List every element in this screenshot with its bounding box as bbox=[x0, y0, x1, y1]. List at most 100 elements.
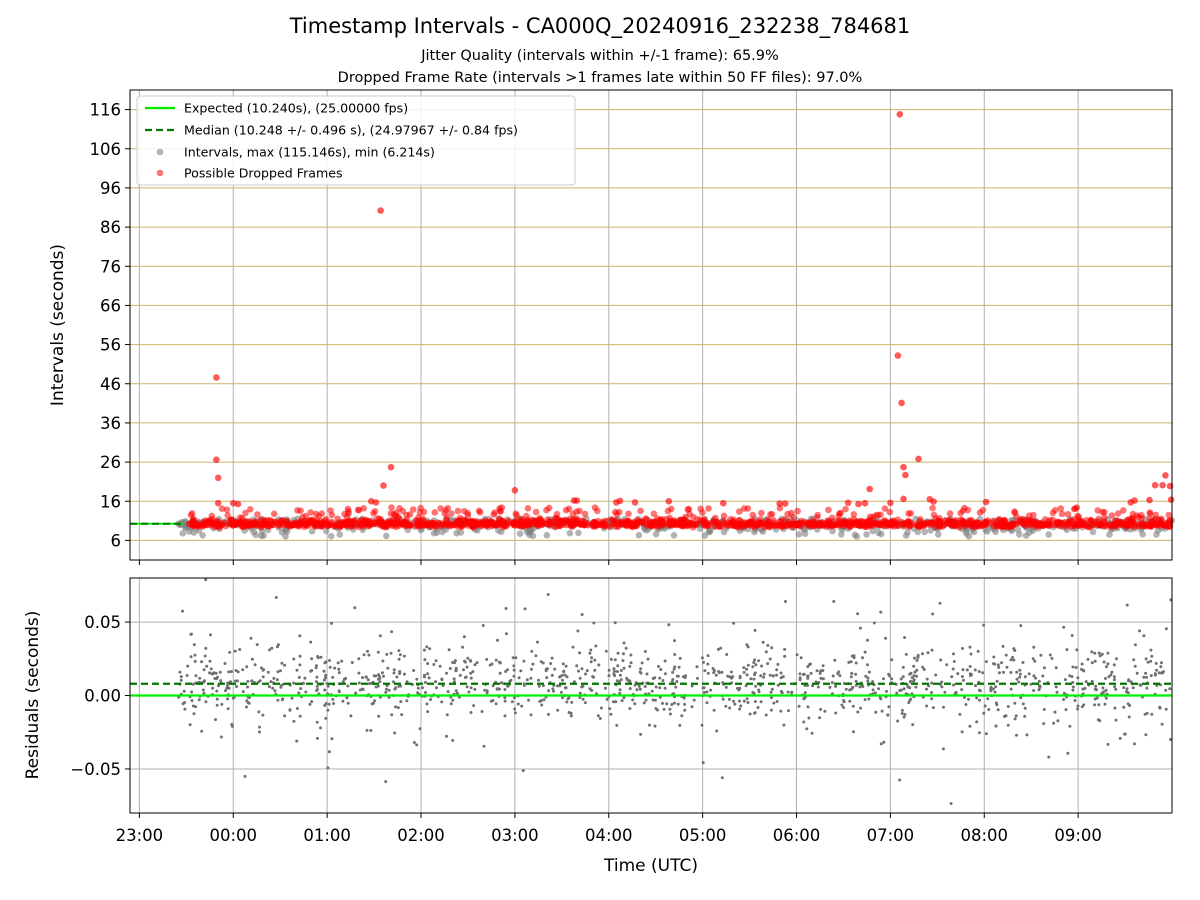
residual-point bbox=[940, 685, 944, 689]
residual-point bbox=[482, 744, 486, 748]
residual-point bbox=[510, 700, 514, 704]
residual-point bbox=[193, 653, 197, 657]
residual-point bbox=[1149, 648, 1153, 652]
residual-point bbox=[854, 672, 858, 676]
residual-point bbox=[744, 684, 748, 688]
dropped-frame-point bbox=[491, 509, 499, 516]
residual-point bbox=[877, 687, 881, 691]
residual-point bbox=[302, 681, 305, 685]
intervals-y-tick-label: 106 bbox=[90, 140, 122, 159]
dropped-frame-point bbox=[1023, 516, 1030, 524]
residual-point bbox=[324, 702, 328, 705]
residual-point bbox=[614, 700, 618, 704]
residual-point bbox=[357, 671, 361, 675]
residual-point bbox=[581, 697, 585, 701]
dropped-frame-point bbox=[261, 521, 269, 529]
residual-point bbox=[757, 659, 761, 663]
dropped-frame-point bbox=[1156, 522, 1164, 529]
residual-point bbox=[1106, 742, 1110, 746]
residual-point bbox=[298, 634, 302, 638]
dropped-frame-point bbox=[1094, 507, 1102, 514]
dropped-frame-point bbox=[439, 521, 447, 529]
residual-point bbox=[968, 665, 972, 668]
residual-point bbox=[848, 699, 852, 703]
legend-intervals-marker bbox=[156, 148, 164, 156]
residual-point bbox=[1093, 659, 1097, 663]
residual-point bbox=[1042, 708, 1046, 711]
residual-point bbox=[303, 676, 307, 680]
residual-point bbox=[467, 690, 471, 694]
dropped-frame-point bbox=[637, 507, 644, 515]
x-tick-label: 04:00 bbox=[585, 826, 633, 845]
residual-point bbox=[969, 674, 972, 678]
residual-point bbox=[729, 670, 733, 674]
dropped-frame-point bbox=[979, 506, 987, 514]
residual-point bbox=[818, 671, 822, 675]
residual-point bbox=[821, 664, 825, 668]
residual-point bbox=[890, 677, 894, 681]
residual-point bbox=[1104, 688, 1108, 692]
residual-point bbox=[454, 668, 458, 672]
residual-point bbox=[386, 666, 390, 670]
residual-point bbox=[398, 653, 402, 657]
residual-point bbox=[547, 712, 550, 716]
residual-point bbox=[480, 710, 484, 713]
residual-point bbox=[1161, 670, 1165, 674]
residual-point bbox=[315, 720, 319, 724]
dropped-frame-point bbox=[1049, 509, 1057, 517]
residual-point bbox=[902, 687, 906, 691]
dropped-frame-point bbox=[650, 510, 658, 517]
residual-point bbox=[728, 706, 732, 710]
residual-point bbox=[654, 685, 658, 689]
dropped-frame-point bbox=[712, 514, 719, 522]
residual-point bbox=[1086, 657, 1090, 661]
residual-point bbox=[281, 697, 285, 701]
residual-point bbox=[661, 679, 665, 682]
interval-point bbox=[921, 528, 928, 536]
residual-point bbox=[415, 743, 419, 747]
dropped-frame-point bbox=[856, 521, 864, 529]
dropped-frame-point bbox=[1082, 517, 1090, 524]
dropped-frame-point bbox=[286, 522, 294, 529]
intervals-axes-frame bbox=[129, 89, 1173, 561]
x-tick-label: 07:00 bbox=[867, 826, 915, 845]
residual-point bbox=[365, 728, 369, 732]
residual-point bbox=[389, 651, 393, 655]
residual-point bbox=[616, 651, 620, 655]
residual-point bbox=[1080, 662, 1084, 666]
dropped-frame-point bbox=[877, 511, 884, 519]
dropped-frame-point bbox=[562, 517, 570, 525]
residual-point bbox=[243, 774, 247, 778]
residual-point bbox=[984, 660, 988, 664]
residuals-y-axis-label: Residuals (seconds) bbox=[23, 611, 43, 780]
dropped-frame-point bbox=[999, 523, 1006, 531]
residual-point bbox=[848, 688, 852, 692]
residual-point bbox=[1014, 714, 1018, 718]
residual-point bbox=[940, 680, 944, 684]
residual-point bbox=[325, 682, 329, 685]
residual-point bbox=[1146, 660, 1150, 664]
residual-point bbox=[700, 723, 704, 727]
residual-point bbox=[720, 776, 724, 780]
residual-point bbox=[639, 671, 643, 675]
residual-point bbox=[742, 699, 746, 703]
residual-point bbox=[1101, 686, 1105, 690]
residual-point bbox=[783, 654, 787, 658]
residual-point bbox=[969, 652, 973, 656]
dropped-frame-point bbox=[592, 523, 599, 530]
residual-point bbox=[619, 669, 623, 672]
residual-point bbox=[399, 700, 403, 704]
dropped-frame-point bbox=[581, 510, 589, 518]
residual-point bbox=[737, 688, 741, 692]
dropped-frame-point bbox=[188, 510, 196, 517]
residual-point bbox=[1104, 696, 1108, 700]
dropped-frame-point bbox=[523, 516, 531, 524]
residual-point bbox=[392, 668, 396, 672]
residual-point bbox=[550, 656, 554, 660]
dropped-frame-point bbox=[929, 504, 936, 512]
dropped-frame-point bbox=[242, 509, 249, 517]
residual-point bbox=[1144, 671, 1148, 675]
residual-point bbox=[728, 675, 732, 679]
residual-point bbox=[590, 689, 594, 692]
residual-point bbox=[996, 708, 1000, 712]
